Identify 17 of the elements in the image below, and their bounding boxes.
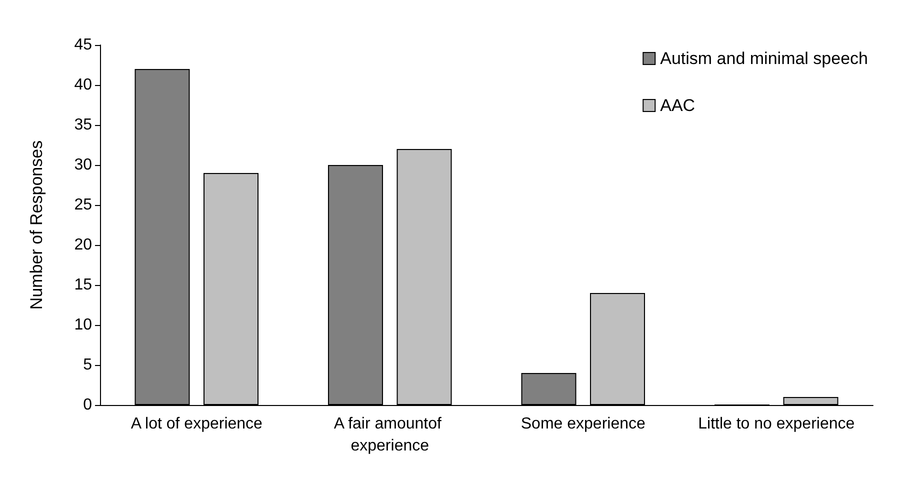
- y-tick-label: 40: [74, 76, 92, 94]
- y-tick-label: 5: [83, 356, 92, 374]
- x-tick-label: Some experience: [520, 416, 646, 432]
- y-tick-label: 15: [74, 276, 92, 294]
- x-tick-label: A fair amountof experience: [334, 416, 446, 454]
- y-tick-label: 20: [74, 236, 92, 254]
- x-tick-label: Little to no experience: [698, 416, 855, 432]
- y-tick-label: 25: [74, 196, 92, 214]
- x-tick-label: A lot of experience: [130, 416, 263, 432]
- y-tick-label: 0: [83, 396, 92, 414]
- y-tick-label: 10: [74, 316, 92, 334]
- y-tick-label: 30: [74, 156, 92, 174]
- legend-label: Autism and minimal speech: [660, 49, 868, 68]
- y-axis-title: Number of Responses: [27, 140, 46, 310]
- legend-label: AAC: [660, 96, 696, 115]
- y-tick-label: 45: [74, 36, 92, 54]
- y-tick-label: 35: [74, 116, 92, 134]
